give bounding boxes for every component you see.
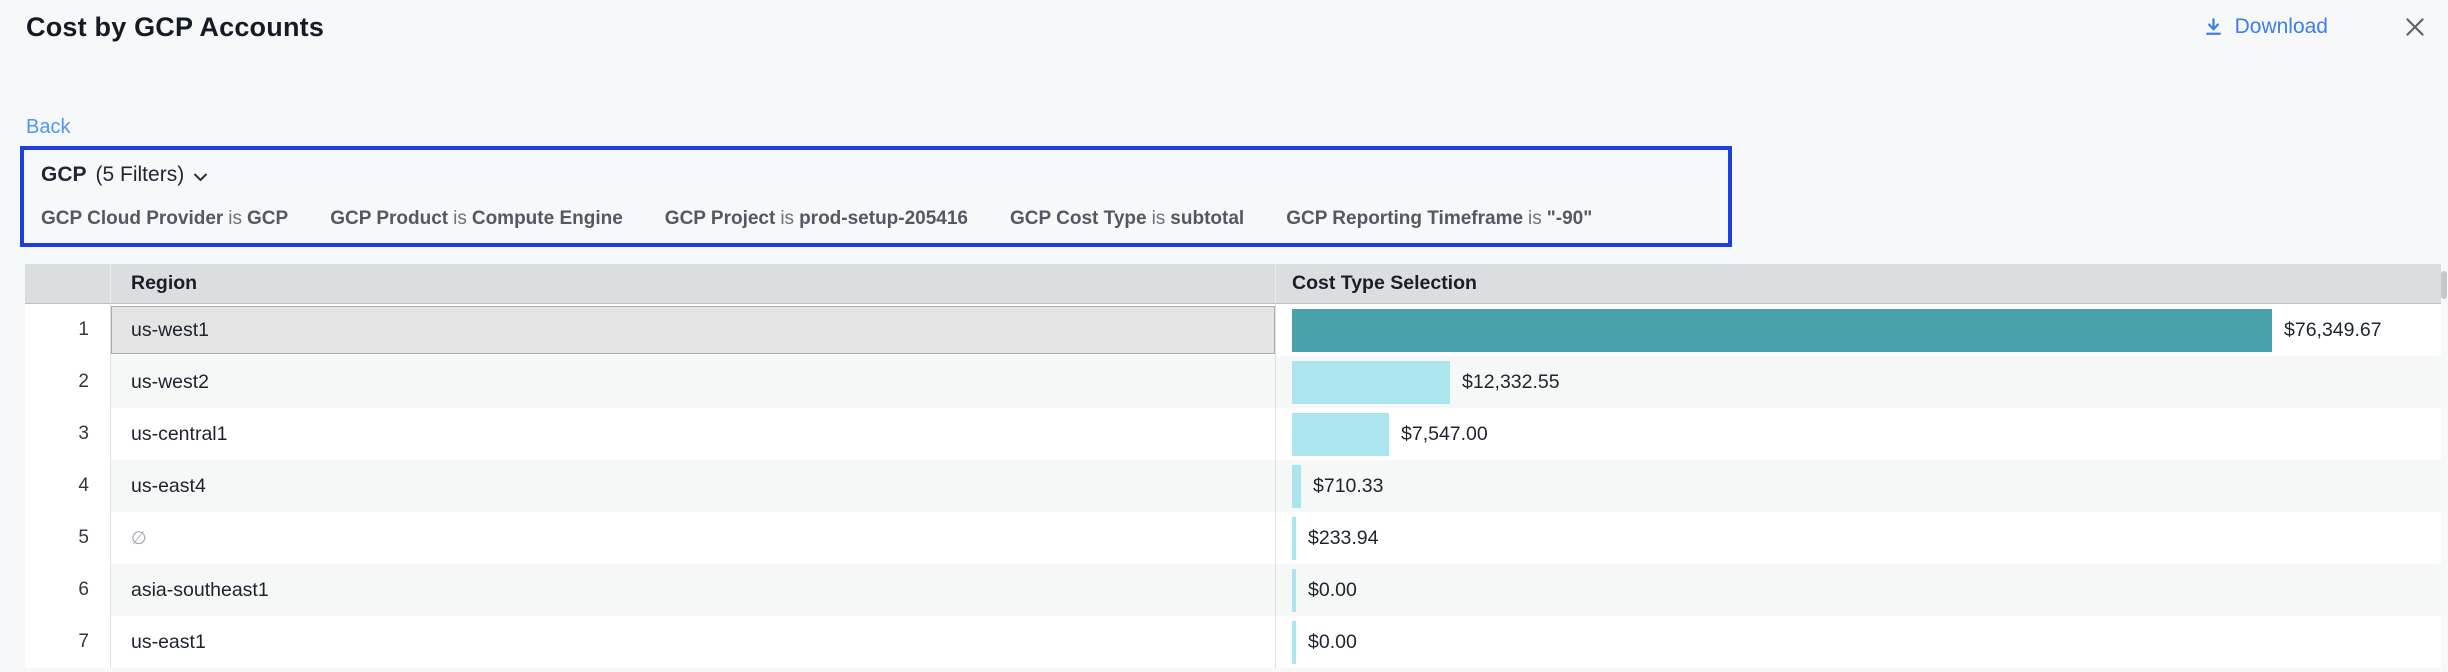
cost-bar	[1292, 308, 2272, 352]
table-row[interactable]: 3 us-central1 $7,547.00	[25, 408, 2441, 460]
back-link[interactable]: Back	[26, 116, 71, 138]
close-icon	[2402, 18, 2428, 44]
row-number-cell: 1	[25, 304, 111, 356]
region-label: us-west1	[111, 306, 1275, 354]
download-icon	[2202, 16, 2225, 39]
table-row[interactable]: 7 us-east1 $0.00	[25, 616, 2441, 668]
region-cell[interactable]: us-east1	[111, 616, 1276, 668]
row-number-cell: 5	[25, 512, 111, 564]
region-cell[interactable]: us-east4	[111, 460, 1276, 512]
cost-table: Region Cost Type Selection 1 us-west1 $7…	[25, 264, 2441, 668]
applied-filter: GCP Cost Type is subtotal	[1010, 208, 1245, 229]
cost-cell: $710.33	[1276, 460, 2441, 512]
cost-value-label: $76,349.67	[2284, 318, 2382, 341]
region-cell[interactable]: us-west1	[111, 304, 1276, 356]
download-label: Download	[2234, 15, 2328, 38]
cost-cell: $0.00	[1276, 616, 2441, 668]
region-label: us-central1	[131, 422, 228, 445]
table-body: 1 us-west1 $76,349.67 2 us-west2 $12,332…	[25, 304, 2441, 668]
region-column-header[interactable]: Region	[111, 264, 1276, 303]
table-row[interactable]: 4 us-east4 $710.33	[25, 460, 2441, 512]
page-title: Cost by GCP Accounts	[26, 12, 325, 42]
close-button[interactable]	[2402, 14, 2428, 40]
region-label: ∅	[131, 527, 147, 548]
row-number-column-header	[25, 264, 111, 303]
filters-dropdown-name: GCP	[41, 163, 87, 186]
applied-filter: GCP Reporting Timeframe is "-90"	[1286, 208, 1593, 229]
cost-bar	[1292, 568, 1296, 612]
filters-highlight-box: GCP (5 Filters) GCP Cloud Provider is GCP G…	[20, 146, 1732, 247]
cost-value-label: $12,332.55	[1462, 370, 1560, 393]
cost-value-label: $0.00	[1308, 630, 1357, 653]
region-label: us-east4	[131, 474, 206, 497]
table-row[interactable]: 6 asia-southeast1 $0.00	[25, 564, 2441, 616]
cost-cell: $0.00	[1276, 564, 2441, 616]
table-row[interactable]: 1 us-west1 $76,349.67	[25, 304, 2441, 356]
row-number-cell: 2	[25, 356, 111, 408]
applied-filters-list: GCP Cloud Provider is GCP GCP Product is Comp…	[41, 208, 1712, 230]
region-cell[interactable]: us-central1	[111, 408, 1276, 460]
cost-value-label: $0.00	[1308, 578, 1357, 601]
applied-filter: GCP Cloud Provider is GCP	[41, 208, 289, 229]
cost-value-label: $233.94	[1308, 526, 1379, 549]
cost-value-label: $7,547.00	[1401, 422, 1488, 445]
row-number-cell: 4	[25, 460, 111, 512]
header-actions: Download	[2202, 12, 2428, 40]
chevron-down-icon	[193, 169, 208, 182]
cost-cell: $233.94	[1276, 512, 2441, 564]
cost-bar	[1292, 620, 1296, 664]
vertical-scrollbar-thumb[interactable]	[2441, 271, 2447, 299]
region-label: asia-southeast1	[131, 578, 269, 601]
region-label: us-east1	[131, 630, 206, 653]
applied-filter: GCP Product is Compute Engine	[330, 208, 623, 229]
table-row[interactable]: 2 us-west2 $12,332.55	[25, 356, 2441, 408]
cost-type-selection-column-header[interactable]: Cost Type Selection	[1292, 272, 1477, 294]
download-button[interactable]: Download	[2202, 15, 2328, 39]
cost-bar	[1292, 516, 1296, 560]
region-cell[interactable]: ∅	[111, 512, 1276, 564]
cost-cell: $7,547.00	[1276, 408, 2441, 460]
top-bar: Cost by GCP Accounts Download	[26, 12, 2428, 43]
table-row[interactable]: 5 ∅ $233.94	[25, 512, 2441, 564]
row-number-cell: 6	[25, 564, 111, 616]
cost-bar	[1292, 412, 1389, 456]
filters-dropdown-count: (5 Filters)	[95, 163, 185, 186]
cost-value-label: $710.33	[1313, 474, 1384, 497]
row-number-cell: 3	[25, 408, 111, 460]
row-number-cell: 7	[25, 616, 111, 668]
cost-bar	[1292, 464, 1301, 508]
cost-bar	[1292, 360, 1450, 404]
region-label: us-west2	[131, 370, 210, 393]
table-header-row: Region Cost Type Selection	[25, 264, 2441, 304]
cost-cell: $76,349.67	[1276, 304, 2441, 356]
region-cell[interactable]: asia-southeast1	[111, 564, 1276, 616]
cost-cell: $12,332.55	[1276, 356, 2441, 408]
applied-filter: GCP Project is prod-setup-205416	[664, 208, 969, 229]
region-cell[interactable]: us-west2	[111, 356, 1276, 408]
filters-dropdown-toggle[interactable]: GCP (5 Filters)	[41, 163, 208, 187]
